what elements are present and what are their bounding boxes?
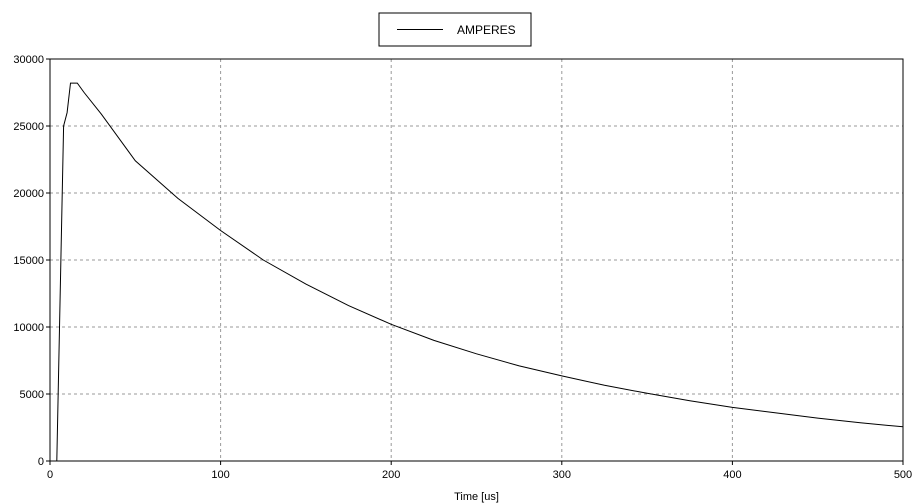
x-tick-label: 300 [553,469,571,481]
legend: AMPERES [379,13,531,46]
y-tick-label: 0 [38,456,44,468]
x-tick-label: 0 [47,469,53,481]
x-tick-label: 200 [382,469,400,481]
grid [50,59,903,461]
x-tick-label: 100 [211,469,229,481]
y-tick-label: 15000 [13,255,44,267]
y-axis: 0 5000 10000 15000 20000 25000 30000 [13,54,50,468]
y-tick-label: 5000 [20,389,44,401]
x-tick-label: 400 [723,469,741,481]
y-tick-label: 20000 [13,188,44,200]
series-line-amperes [57,83,903,461]
y-tick-label: 10000 [13,322,44,334]
legend-label: AMPERES [457,23,516,37]
x-axis-label: Time [us] [454,491,499,503]
y-tick-label: 30000 [13,54,44,66]
y-tick-label: 25000 [13,121,44,133]
x-axis: 0 100 200 300 400 500 [47,461,912,481]
x-tick-label: 500 [894,469,912,481]
